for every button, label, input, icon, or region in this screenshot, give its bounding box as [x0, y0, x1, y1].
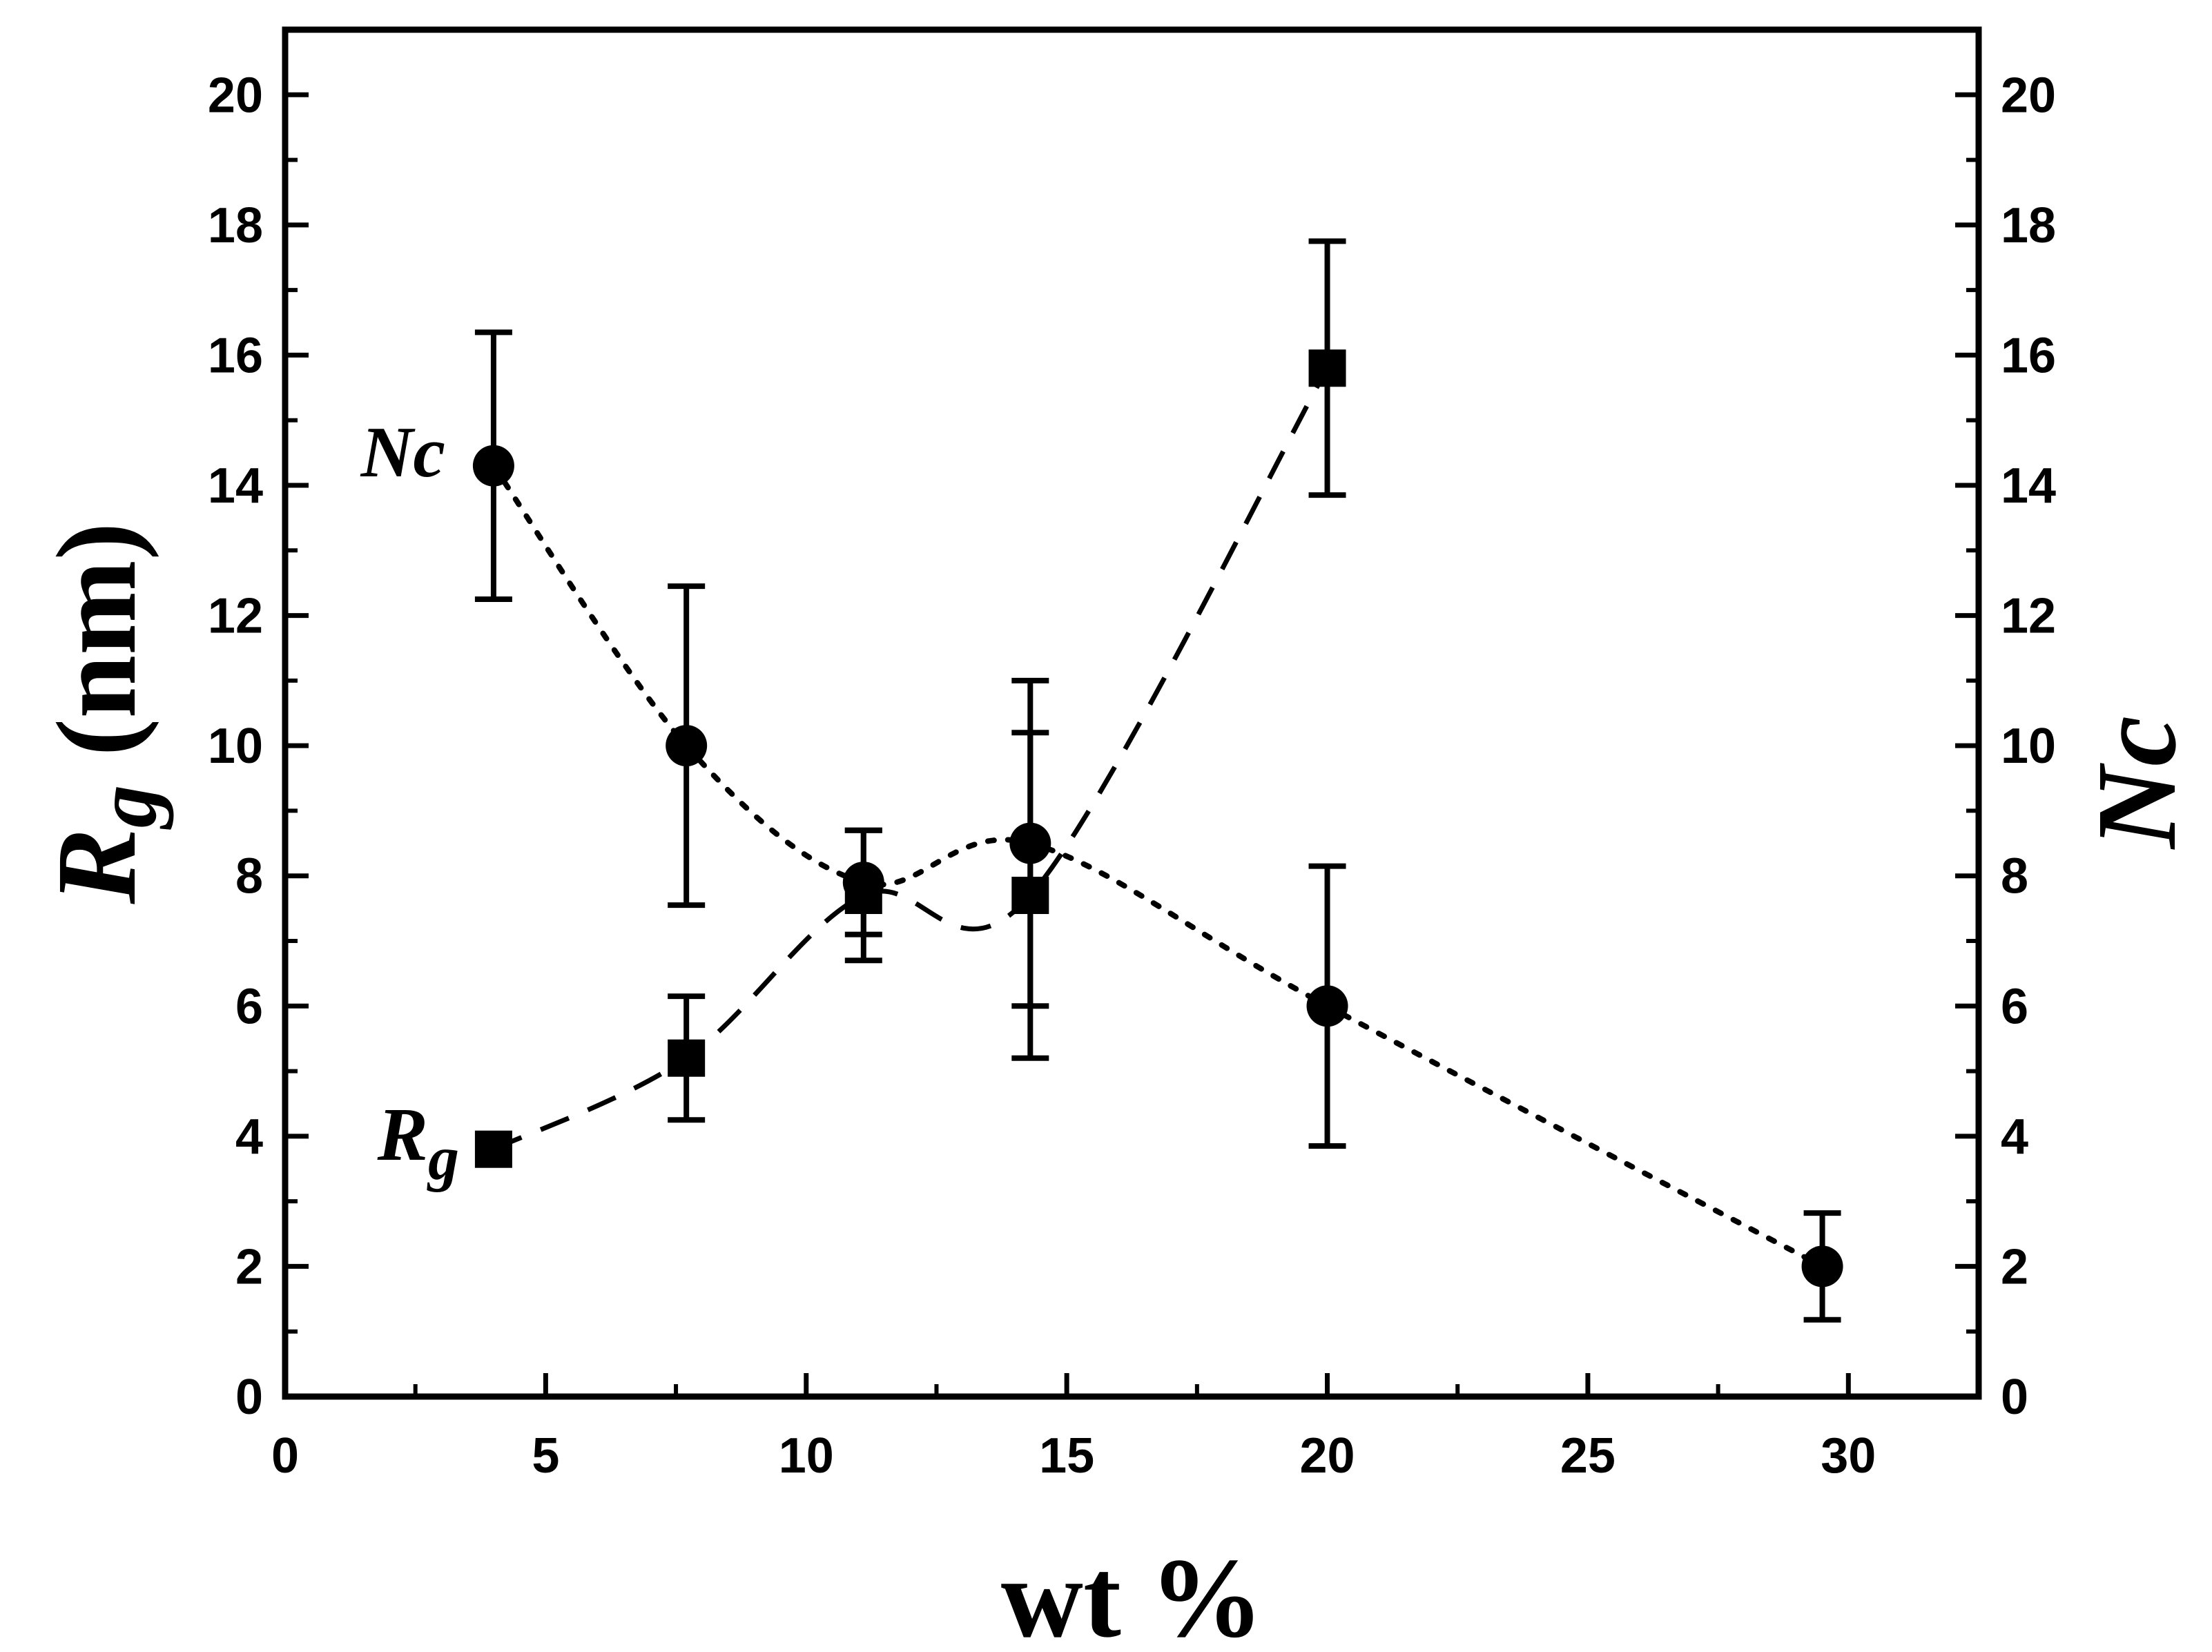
x-axis-title: wt %	[1001, 1535, 1263, 1652]
y-left-tick-label: 0	[235, 1370, 263, 1425]
svg-text:Rg (nm): Rg (nm)	[33, 523, 175, 905]
y-right-tick-label: 6	[2001, 979, 2028, 1034]
x-tick-label: 25	[1560, 1428, 1616, 1484]
x-tick-label: 30	[1821, 1428, 1876, 1484]
x-tick-label: 15	[1039, 1428, 1094, 1484]
y-right-tick-label: 0	[2001, 1370, 2028, 1425]
y-right-tick-label: 20	[2001, 68, 2056, 123]
y-left-tick-label: 18	[208, 198, 263, 253]
series-label-nc: Nc	[360, 411, 445, 492]
data-point-rg	[474, 1130, 512, 1168]
svg-text:Nc: Nc	[2073, 716, 2200, 850]
x-tick-label: 20	[1299, 1428, 1355, 1484]
data-point-rg	[1308, 349, 1346, 387]
x-tick-label: 10	[779, 1428, 834, 1484]
y-left-tick-label: 16	[208, 328, 263, 383]
series-label-rg-sub: g	[427, 1125, 459, 1193]
series-line-nc	[490, 463, 1825, 1270]
series-label-rg: Rg	[377, 1092, 459, 1193]
data-point-nc	[1306, 985, 1348, 1027]
y-right-tick-label: 2	[2001, 1239, 2028, 1294]
y-right-tick-label: 18	[2001, 198, 2056, 253]
y-axis-left-title: Rg (nm)	[33, 523, 175, 905]
y-left-tick-label: 12	[208, 589, 263, 644]
y-left-tick-label: 2	[235, 1239, 263, 1294]
data-point-rg	[668, 1039, 706, 1077]
y-left-tick-label: 8	[235, 849, 263, 904]
x-tick-label: 0	[271, 1428, 299, 1484]
y-right-tick-label: 16	[2001, 328, 2056, 383]
y-left-tick-label: 20	[208, 68, 263, 123]
y-right-tick-label: 14	[2001, 458, 2056, 514]
y-left-title-main: R	[33, 828, 159, 904]
series-line-rg	[492, 367, 1330, 1151]
y-left-title-unit: (nm)	[33, 523, 159, 757]
y-left-tick-label: 6	[235, 979, 263, 1034]
data-point-nc	[1009, 822, 1051, 864]
y-left-title-sub: g	[79, 785, 175, 830]
data-point-nc	[1801, 1245, 1843, 1287]
y-left-tick-label: 14	[208, 458, 263, 514]
y-axis-right-title: Nc	[2073, 716, 2200, 850]
x-tick-label: 5	[532, 1428, 559, 1484]
series-label-rg-main: R	[377, 1092, 428, 1176]
y-right-tick-label: 4	[2001, 1109, 2028, 1165]
y-left-tick-label: 10	[208, 719, 263, 774]
y-left-tick-label: 4	[235, 1109, 263, 1165]
data-point-nc	[666, 725, 708, 767]
plot-frame	[282, 26, 1982, 1400]
y-right-tick-label: 8	[2001, 849, 2028, 904]
y-right-tick-label: 12	[2001, 589, 2056, 644]
data-point-nc	[842, 862, 884, 904]
data-point-nc	[472, 445, 514, 487]
y-right-tick-label: 10	[2001, 719, 2056, 774]
